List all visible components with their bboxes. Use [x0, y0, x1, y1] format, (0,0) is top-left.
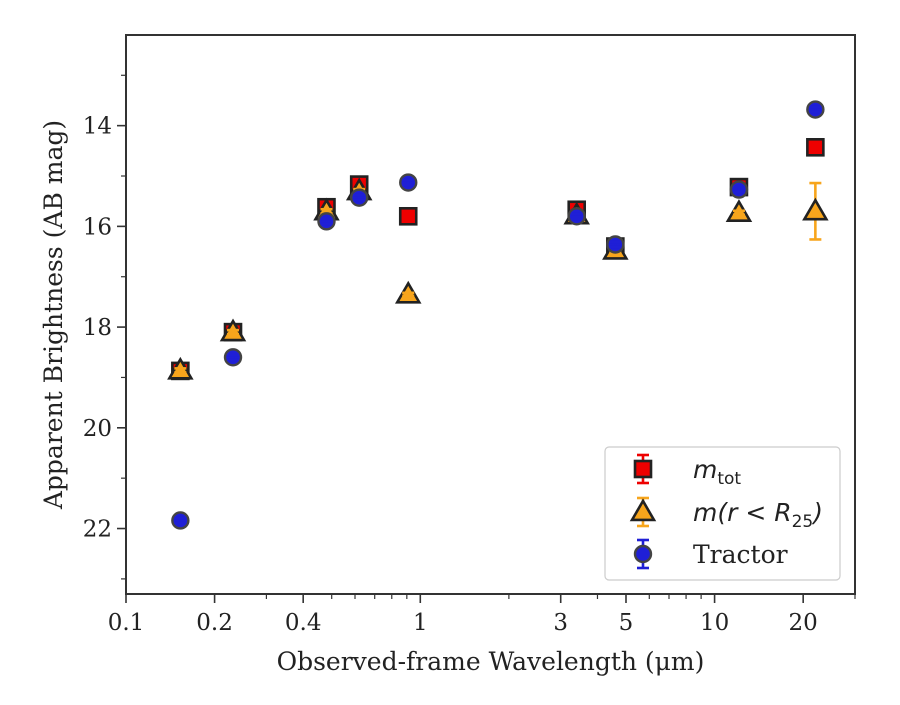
legend-box — [604, 446, 841, 581]
x-tick-label: 1 — [413, 610, 428, 636]
x-axis-label: Observed-frame Wavelength (μm) — [277, 647, 705, 676]
y-tick-label: 20 — [83, 416, 112, 442]
legend-marker-square — [633, 459, 653, 479]
data-point-triangle — [802, 197, 829, 221]
marks-layer — [167, 100, 829, 530]
x-tick-label: 3 — [553, 610, 568, 636]
plot-frame — [125, 34, 856, 595]
legend-entry: Tractor — [633, 538, 788, 570]
x-tick-label: 0.2 — [196, 610, 233, 636]
y-tick-label: 22 — [83, 517, 112, 543]
legend-marker-triangle — [629, 498, 657, 522]
x-tick-label: 10 — [700, 610, 729, 636]
legend-label: Tractor — [693, 540, 788, 569]
legend-entry: m(r < R25) — [629, 496, 823, 532]
legend-label: mtot — [693, 455, 741, 489]
legend-marker-circle — [633, 544, 653, 564]
ticks-layer: 0.1 0.2 0.4 1 3 5 10 20 14 16 18 20 22 — [83, 74, 856, 636]
legend: mtot m(r < R25) Tractor — [604, 446, 841, 581]
x-tick-label: 0.1 — [108, 610, 145, 636]
series-square — [171, 138, 825, 381]
legend-entry: mtot — [633, 453, 741, 489]
x-tick-label: 20 — [789, 610, 818, 636]
y-tick-label: 18 — [83, 315, 112, 341]
y-tick-label: 14 — [83, 114, 112, 140]
y-tick-label: 16 — [83, 214, 112, 240]
legend-label: m(r < R25) — [693, 498, 823, 532]
x-tick-label: 5 — [619, 610, 634, 636]
series-circle — [171, 100, 825, 530]
x-tick-label: 0.4 — [285, 610, 322, 636]
series-triangle — [167, 177, 829, 380]
y-axis-label: Apparent Brightness (AB mag) — [39, 120, 68, 510]
